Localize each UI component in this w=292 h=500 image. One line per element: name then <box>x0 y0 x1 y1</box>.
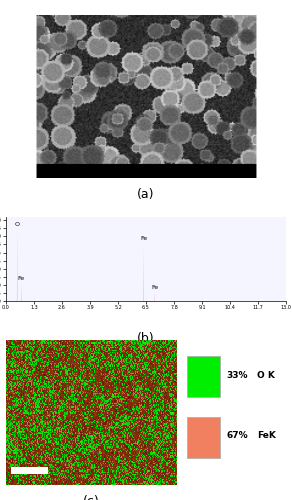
Title: (c): (c) <box>83 495 99 500</box>
Text: 67%: 67% <box>226 432 248 440</box>
Polygon shape <box>21 282 22 302</box>
Text: O K: O K <box>257 370 275 380</box>
Text: 33%: 33% <box>226 370 248 380</box>
Text: Fe: Fe <box>151 286 158 290</box>
Polygon shape <box>16 228 18 302</box>
Text: Fe: Fe <box>18 276 25 281</box>
Title: (a): (a) <box>137 188 155 201</box>
Title: (b): (b) <box>137 332 155 344</box>
Text: FeK: FeK <box>257 432 276 440</box>
Polygon shape <box>61 300 63 302</box>
Text: O: O <box>15 222 20 226</box>
Polygon shape <box>154 292 155 302</box>
Text: Fe: Fe <box>140 236 147 241</box>
FancyBboxPatch shape <box>187 417 220 458</box>
FancyBboxPatch shape <box>187 356 220 397</box>
Polygon shape <box>143 243 145 302</box>
